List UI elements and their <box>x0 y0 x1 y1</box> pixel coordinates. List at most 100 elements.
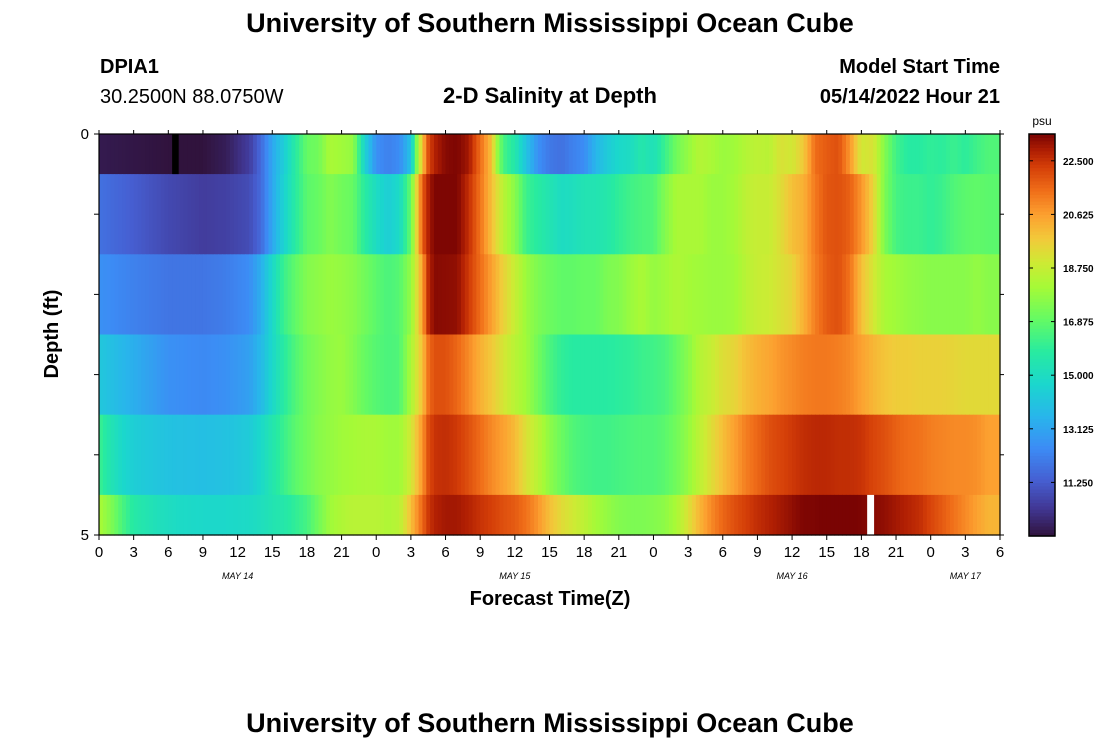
heatmap-cell <box>584 414 589 496</box>
heatmap-cell <box>584 254 589 336</box>
heatmap-cell <box>622 334 628 416</box>
heatmap-cell <box>595 494 601 536</box>
heatmap-cell <box>676 134 682 175</box>
heatmap-cell <box>965 254 970 336</box>
heatmap-cell <box>122 174 127 255</box>
heatmap-cell <box>337 134 343 175</box>
heatmap-cell <box>279 174 285 255</box>
heatmap-cell <box>480 254 485 336</box>
heatmap-cell <box>472 414 477 496</box>
heatmap-cell <box>511 174 516 255</box>
colorbar-segment <box>1029 301 1055 306</box>
heatmap-cell <box>118 334 123 416</box>
heatmap-cell <box>360 334 366 416</box>
heatmap-cell <box>988 174 993 255</box>
heatmap-cell <box>618 494 624 536</box>
heatmap-cell <box>645 414 651 496</box>
heatmap-row <box>99 254 1001 336</box>
heatmap-cell <box>106 134 112 175</box>
heatmap-cell <box>988 254 993 336</box>
heatmap-cell <box>988 414 993 496</box>
colorbar-segment <box>1029 144 1055 148</box>
colorbar-tick-label: 18.750 <box>1063 264 1094 275</box>
heatmap-cell <box>872 174 878 255</box>
colorbar-segment <box>1029 304 1055 309</box>
heatmap-cell <box>953 134 959 175</box>
heatmap-cell <box>460 494 466 536</box>
heatmap-cell <box>191 134 196 175</box>
heatmap-cell <box>341 414 347 496</box>
heatmap-cell <box>276 414 281 496</box>
heatmap-cell <box>341 254 347 336</box>
heatmap-cell <box>915 174 920 255</box>
colorbar-segment <box>1029 294 1055 299</box>
heatmap-cell <box>857 494 862 536</box>
heatmap-cell <box>996 494 1001 536</box>
heatmap-cell <box>460 254 466 336</box>
heatmap-cell <box>884 494 889 536</box>
heatmap-cell <box>303 414 308 496</box>
heatmap-cell <box>973 134 978 175</box>
heatmap-cell <box>176 494 181 536</box>
heatmap-cell <box>449 254 454 336</box>
heatmap-cell <box>407 334 412 416</box>
heatmap-cell <box>426 334 431 416</box>
heatmap-cell <box>256 494 262 536</box>
heatmap-cell <box>495 334 501 416</box>
colorbar-segment <box>1029 448 1055 453</box>
heatmap-cell <box>522 414 527 496</box>
heatmap-cell <box>476 494 481 536</box>
x-tick-label: 15 <box>818 544 835 561</box>
heatmap-cell <box>287 174 293 255</box>
heatmap-cell <box>784 254 789 336</box>
heatmap-cell <box>437 334 443 416</box>
heatmap-cell <box>526 494 531 536</box>
heatmap-cell <box>799 254 805 336</box>
heatmap-cell <box>676 414 682 496</box>
heatmap-cell <box>888 174 893 255</box>
heatmap-cell <box>703 134 708 175</box>
heatmap-cell <box>326 494 331 536</box>
heatmap-cell <box>611 134 616 175</box>
heatmap-cell <box>803 254 809 336</box>
heatmap-cell <box>283 134 289 175</box>
heatmap-cell <box>973 334 978 416</box>
heatmap-cell <box>730 174 735 255</box>
heatmap-cell <box>299 494 304 536</box>
heatmap-cell <box>322 254 327 336</box>
heatmap-cell <box>195 134 200 175</box>
x-tick-label: 18 <box>853 544 870 561</box>
heatmap-cell <box>761 254 766 336</box>
heatmap-cell <box>903 254 909 336</box>
heatmap-cell <box>279 254 285 336</box>
heatmap-cell <box>899 414 905 496</box>
colorbar-segment <box>1029 241 1055 246</box>
heatmap-cell <box>807 174 812 255</box>
heatmap-cell <box>957 254 963 336</box>
heatmap-cell <box>260 254 266 336</box>
heatmap-cell <box>152 494 158 536</box>
heatmap-cell <box>441 414 447 496</box>
heatmap-cell <box>707 334 712 416</box>
heatmap-cell <box>776 174 782 255</box>
heatmap-cell <box>499 254 504 336</box>
heatmap-cell <box>926 254 932 336</box>
heatmap-cell <box>403 494 408 536</box>
heatmap-cell <box>141 414 146 496</box>
heatmap-cell <box>614 254 620 336</box>
heatmap-cell <box>645 254 651 336</box>
heatmap-cell <box>973 414 978 496</box>
heatmap-cell <box>129 174 135 255</box>
heatmap-cell <box>202 254 208 336</box>
heatmap-cell <box>318 414 323 496</box>
colorbar-segment <box>1029 472 1055 477</box>
heatmap-cell <box>742 134 747 175</box>
heatmap-cell <box>279 334 285 416</box>
heatmap-cell <box>749 334 755 416</box>
colorbar-segment <box>1029 150 1055 155</box>
heatmap-cell <box>591 494 597 536</box>
heatmap-cell <box>772 254 778 336</box>
heatmap-cell <box>183 134 189 175</box>
colorbar-segment <box>1029 284 1055 289</box>
heatmap-cell <box>422 334 427 416</box>
